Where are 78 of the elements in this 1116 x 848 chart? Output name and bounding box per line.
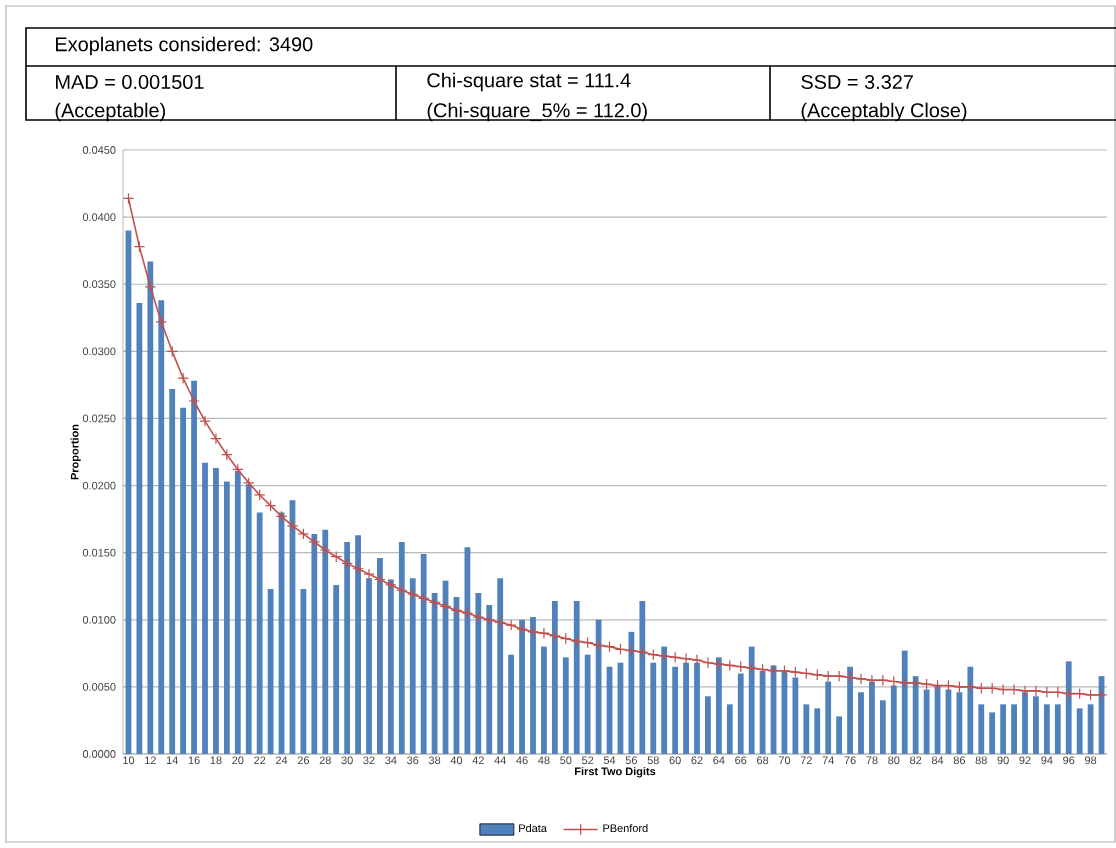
bar bbox=[967, 666, 974, 754]
bar bbox=[1043, 704, 1050, 754]
bar bbox=[803, 704, 810, 754]
bar bbox=[387, 579, 394, 754]
bar bbox=[245, 484, 252, 754]
bar bbox=[169, 388, 176, 754]
bar bbox=[879, 700, 886, 754]
bar bbox=[398, 541, 405, 754]
bar bbox=[978, 704, 985, 754]
bar bbox=[377, 558, 383, 754]
bar bbox=[519, 619, 525, 754]
bar bbox=[869, 681, 875, 754]
text: MAD = 0.001501 bbox=[56, 74, 204, 90]
bar bbox=[541, 646, 547, 754]
bar bbox=[737, 673, 744, 754]
text: (Acceptable) bbox=[55, 102, 166, 122]
bar bbox=[213, 468, 219, 754]
bar bbox=[814, 708, 821, 754]
bar bbox=[1011, 704, 1017, 754]
bar bbox=[705, 696, 711, 754]
bar bbox=[1054, 704, 1061, 754]
text: (Acceptably Close) bbox=[801, 102, 967, 122]
bar bbox=[322, 529, 329, 754]
bar bbox=[234, 470, 241, 754]
bar bbox=[748, 646, 755, 754]
bar bbox=[486, 605, 493, 754]
bar bbox=[202, 462, 208, 754]
bar bbox=[759, 670, 766, 754]
bar bbox=[147, 261, 154, 754]
bar bbox=[1000, 704, 1007, 754]
bar bbox=[311, 533, 318, 754]
bar bbox=[825, 681, 832, 754]
bar bbox=[366, 578, 372, 754]
bar bbox=[420, 554, 427, 754]
bar bbox=[158, 300, 165, 754]
text: SSD = 3.327 bbox=[801, 74, 913, 90]
bar bbox=[256, 512, 263, 754]
bar bbox=[661, 646, 668, 754]
bar bbox=[180, 407, 187, 754]
bar bbox=[475, 592, 482, 754]
bar bbox=[912, 676, 919, 754]
bar bbox=[551, 600, 558, 754]
bar bbox=[595, 619, 602, 754]
bar bbox=[573, 600, 580, 754]
bar bbox=[683, 662, 689, 754]
bar bbox=[650, 662, 657, 754]
bar bbox=[562, 657, 569, 754]
bar bbox=[584, 654, 591, 754]
bar bbox=[223, 481, 230, 754]
text: Chi-square stat = 111.4 bbox=[427, 72, 631, 92]
bar bbox=[344, 541, 351, 754]
bar bbox=[989, 712, 996, 754]
bar bbox=[1033, 696, 1039, 754]
bar bbox=[497, 578, 504, 754]
bar bbox=[191, 380, 197, 754]
bar bbox=[858, 692, 864, 754]
bar bbox=[1065, 661, 1072, 754]
bar bbox=[267, 588, 274, 754]
bar bbox=[639, 600, 646, 754]
bar bbox=[901, 650, 908, 754]
bar bbox=[409, 578, 416, 754]
bar bbox=[672, 666, 679, 754]
bar bbox=[333, 584, 340, 754]
bar bbox=[694, 662, 700, 754]
bar bbox=[726, 704, 733, 754]
chart-title: Exoplanets considered: 3490 bbox=[56, 36, 313, 56]
bar bbox=[508, 654, 515, 754]
bar bbox=[923, 689, 930, 754]
bar bbox=[890, 685, 897, 754]
bar bbox=[431, 592, 438, 754]
bar bbox=[530, 617, 536, 754]
text: (Chi-square_5% = 112.0) bbox=[427, 102, 647, 122]
bar bbox=[836, 716, 843, 754]
bar bbox=[847, 666, 853, 754]
bar bbox=[1076, 708, 1083, 754]
bar bbox=[1022, 692, 1028, 754]
bar bbox=[715, 657, 722, 754]
bar bbox=[355, 535, 361, 754]
